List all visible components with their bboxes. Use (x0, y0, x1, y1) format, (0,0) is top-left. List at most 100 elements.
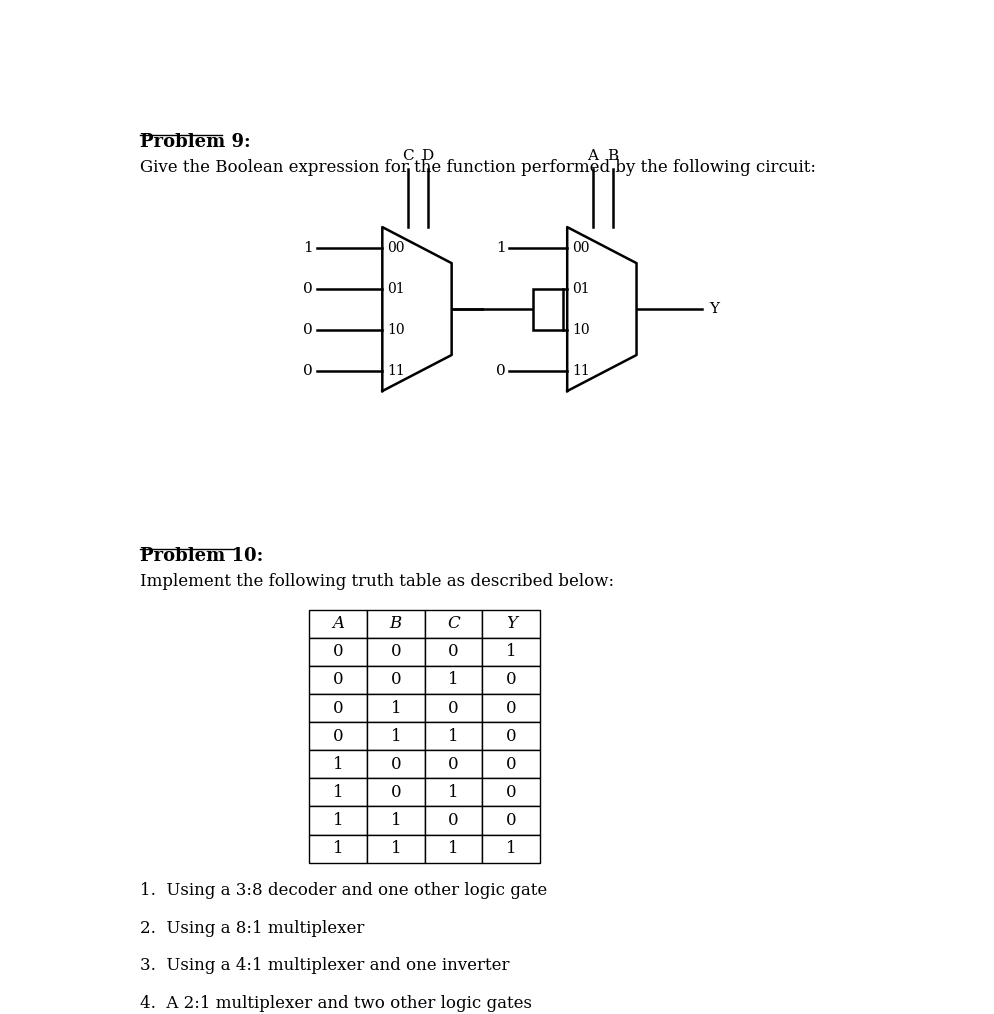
Bar (482, 750, 541, 779)
Text: 00: 00 (572, 240, 589, 255)
Text: 0: 0 (333, 728, 343, 744)
Bar (367, 666, 424, 694)
Text: 2.  Using a 8:1 multiplexer: 2. Using a 8:1 multiplexer (139, 920, 364, 937)
Bar (534, 289, 563, 330)
Bar (309, 722, 367, 750)
Text: Implement the following truth table as described below:: Implement the following truth table as d… (139, 573, 613, 590)
Text: 1: 1 (448, 671, 459, 689)
Text: Problem 10:: Problem 10: (139, 548, 262, 565)
Text: 1: 1 (391, 812, 402, 829)
Text: 1.  Using a 3:8 decoder and one other logic gate: 1. Using a 3:8 decoder and one other log… (139, 882, 547, 899)
Bar (482, 835, 541, 863)
Text: 0: 0 (506, 671, 517, 689)
Text: 1: 1 (448, 728, 459, 744)
Text: 00: 00 (387, 240, 405, 255)
Text: 1: 1 (448, 784, 459, 801)
Bar (309, 835, 367, 863)
Bar (482, 722, 541, 750)
Text: 1: 1 (506, 840, 517, 857)
Text: 1: 1 (391, 700, 402, 717)
Text: Y: Y (506, 615, 517, 632)
Text: Y: Y (710, 302, 720, 316)
Bar (482, 609, 541, 638)
Bar (309, 779, 367, 806)
Bar (309, 694, 367, 722)
Bar (367, 835, 424, 863)
Text: C: C (402, 149, 414, 163)
Bar (482, 638, 541, 666)
Text: 0: 0 (506, 755, 517, 773)
Bar (309, 609, 367, 638)
Bar (367, 722, 424, 750)
Bar (482, 779, 541, 806)
Text: 1: 1 (448, 840, 459, 857)
Text: 1: 1 (506, 643, 517, 660)
Bar (367, 779, 424, 806)
Bar (424, 722, 482, 750)
Bar (424, 694, 482, 722)
Text: 1: 1 (496, 240, 506, 255)
Text: 1: 1 (333, 784, 343, 801)
Text: 0: 0 (448, 643, 459, 660)
Text: C: C (447, 615, 460, 632)
Bar (482, 694, 541, 722)
Text: B: B (390, 615, 402, 632)
Text: 0: 0 (506, 812, 517, 829)
Text: Give the Boolean expression for the function performed by the following circuit:: Give the Boolean expression for the func… (139, 159, 816, 176)
Bar (424, 835, 482, 863)
Text: 0: 0 (303, 282, 313, 295)
Text: 0: 0 (496, 364, 506, 377)
Text: 11: 11 (572, 364, 589, 377)
Text: 0: 0 (333, 643, 343, 660)
Text: A: A (587, 149, 598, 163)
Bar (309, 638, 367, 666)
Text: 0: 0 (303, 322, 313, 337)
Text: 10: 10 (387, 322, 405, 337)
Text: 0: 0 (391, 755, 402, 773)
Text: 3.  Using a 4:1 multiplexer and one inverter: 3. Using a 4:1 multiplexer and one inver… (139, 957, 509, 974)
Bar (367, 609, 424, 638)
Text: B: B (607, 149, 618, 163)
Text: 1: 1 (333, 755, 343, 773)
Text: 0: 0 (391, 784, 402, 801)
Text: 10: 10 (572, 322, 589, 337)
Text: 4.  A 2:1 multiplexer and two other logic gates: 4. A 2:1 multiplexer and two other logic… (139, 995, 532, 1012)
Text: 01: 01 (572, 282, 589, 295)
Bar (309, 806, 367, 835)
Text: 1: 1 (391, 728, 402, 744)
Text: 11: 11 (387, 364, 405, 377)
Bar (482, 666, 541, 694)
Text: A: A (332, 615, 344, 632)
Bar (367, 694, 424, 722)
Text: Problem 9:: Problem 9: (139, 134, 250, 151)
Bar (367, 806, 424, 835)
Text: 0: 0 (506, 700, 517, 717)
Text: 1: 1 (303, 240, 313, 255)
Bar (424, 806, 482, 835)
Bar (367, 638, 424, 666)
Text: 0: 0 (448, 755, 459, 773)
Bar (367, 750, 424, 779)
Text: 0: 0 (391, 643, 402, 660)
Text: 1: 1 (391, 840, 402, 857)
Text: 0: 0 (333, 671, 343, 689)
Bar (309, 750, 367, 779)
Text: 0: 0 (303, 364, 313, 377)
Bar (482, 806, 541, 835)
Text: 0: 0 (506, 784, 517, 801)
Text: 0: 0 (448, 700, 459, 717)
Text: D: D (421, 149, 434, 163)
Bar (309, 666, 367, 694)
Text: 1: 1 (333, 840, 343, 857)
Text: 0: 0 (506, 728, 517, 744)
Text: 0: 0 (448, 812, 459, 829)
Bar (424, 609, 482, 638)
Bar (424, 779, 482, 806)
Text: 1: 1 (333, 812, 343, 829)
Text: 01: 01 (387, 282, 405, 295)
Bar (424, 666, 482, 694)
Bar (424, 638, 482, 666)
Text: 0: 0 (391, 671, 402, 689)
Text: 0: 0 (333, 700, 343, 717)
Bar (424, 750, 482, 779)
